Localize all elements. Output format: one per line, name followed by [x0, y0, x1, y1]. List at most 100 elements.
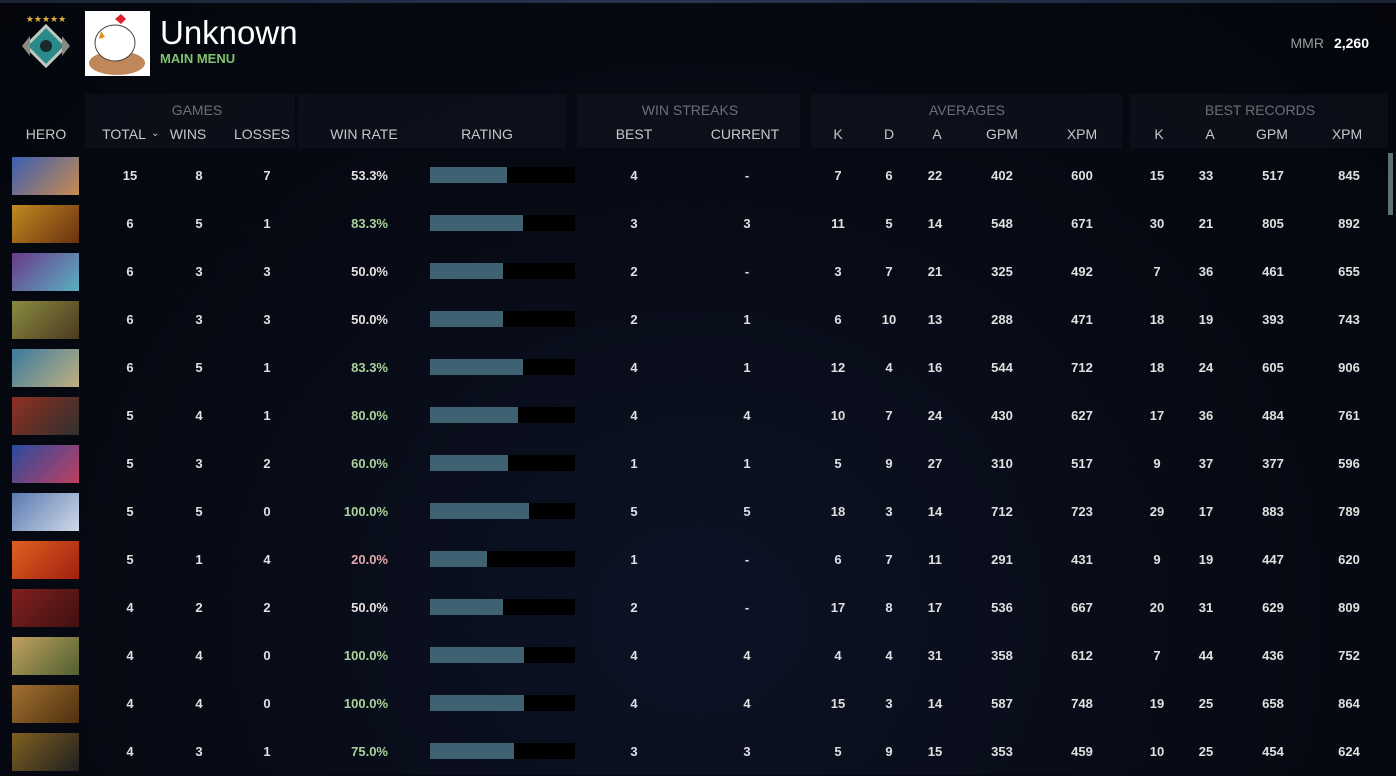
cell-a: 14 — [927, 504, 943, 519]
cell-total: 6 — [126, 360, 134, 375]
cell-gpm: 430 — [991, 408, 1013, 423]
hero-portrait[interactable] — [12, 637, 79, 675]
hero-portrait[interactable] — [12, 733, 79, 771]
chicken-avatar — [85, 11, 150, 76]
col-best-a[interactable]: A — [1205, 126, 1215, 142]
cell-bk: 17 — [1149, 408, 1165, 423]
col-avg-a[interactable]: A — [932, 126, 942, 142]
cell-ba: 36 — [1198, 264, 1214, 279]
col-avg-d[interactable]: D — [883, 126, 895, 142]
win-streaks-group-bg — [577, 94, 800, 148]
cell-bk: 20 — [1149, 600, 1165, 615]
rating-bar-fill — [430, 647, 525, 663]
cell-total: 4 — [126, 648, 134, 663]
hero-portrait[interactable] — [12, 589, 79, 627]
cell-a: 14 — [927, 216, 943, 231]
cell-win-rate: 60.0% — [351, 456, 388, 471]
cell-bgpm: 484 — [1262, 408, 1284, 423]
cell-ba: 31 — [1198, 600, 1214, 615]
cell-k: 12 — [830, 360, 846, 375]
scrollbar[interactable] — [1388, 153, 1393, 215]
col-total[interactable]: TOTAL — [102, 126, 146, 142]
cell-wins: 5 — [195, 504, 203, 519]
hero-portrait[interactable] — [12, 397, 79, 435]
cell-xpm: 600 — [1071, 168, 1093, 183]
cell-bk: 18 — [1149, 360, 1165, 375]
rating-bar — [430, 407, 575, 423]
cell-a: 16 — [927, 360, 943, 375]
cell-ba: 21 — [1198, 216, 1214, 231]
col-win-rate[interactable]: WIN RATE — [330, 126, 398, 142]
col-hero[interactable]: HERO — [25, 126, 67, 142]
table-row[interactable]: 4 2 2 2 - 17 8 17 536 667 20 31 629 809 50.0% — [0, 584, 1385, 632]
rating-bar — [430, 599, 575, 615]
cell-current: - — [744, 264, 750, 279]
hero-portrait[interactable] — [12, 349, 79, 387]
cell-bk: 18 — [1149, 312, 1165, 327]
cell-current: - — [744, 552, 750, 567]
group-win-streaks: WIN STREAKS — [641, 102, 739, 118]
cell-bgpm: 377 — [1262, 456, 1284, 471]
col-current-streak[interactable]: CURRENT — [710, 126, 780, 142]
col-best-streak[interactable]: BEST — [615, 126, 653, 142]
rating-bar — [430, 503, 575, 519]
cell-total: 4 — [126, 600, 134, 615]
rating-bar — [430, 455, 575, 471]
table-row[interactable]: 6 5 1 3 3 11 5 14 548 671 30 21 805 892 83.3% — [0, 200, 1385, 248]
cell-total: 6 — [126, 264, 134, 279]
table-row[interactable]: 15 8 7 4 - 7 6 22 402 600 15 33 517 845 53.3% — [0, 152, 1385, 200]
col-best-k[interactable]: K — [1154, 126, 1164, 142]
table-row[interactable]: 5 1 4 1 - 6 7 11 291 431 9 19 447 620 20.0% — [0, 536, 1385, 584]
col-avg-k[interactable]: K — [833, 126, 843, 142]
col-avg-gpm[interactable]: GPM — [986, 126, 1018, 142]
main-menu-link[interactable]: MAIN MENU — [160, 51, 236, 66]
col-losses[interactable]: LOSSES — [233, 126, 291, 142]
cell-d: 7 — [885, 552, 893, 567]
cell-total: 5 — [126, 504, 134, 519]
col-avg-xpm[interactable]: XPM — [1066, 126, 1098, 142]
cell-wins: 4 — [195, 648, 203, 663]
cell-bgpm: 461 — [1262, 264, 1284, 279]
col-rating[interactable]: RATING — [461, 126, 513, 142]
table-row[interactable]: 4 3 1 3 3 5 9 15 353 459 10 25 454 624 75.0% — [0, 728, 1385, 776]
rating-bar-fill — [430, 167, 507, 183]
hero-portrait[interactable] — [12, 493, 79, 531]
player-name: Unknown — [160, 14, 298, 51]
svg-text:★★★★★: ★★★★★ — [26, 14, 66, 24]
hero-portrait[interactable] — [12, 301, 79, 339]
cell-gpm: 310 — [991, 456, 1013, 471]
rating-bar-fill — [430, 311, 503, 327]
cell-bgpm: 393 — [1262, 312, 1284, 327]
hero-portrait[interactable] — [12, 205, 79, 243]
hero-portrait[interactable] — [12, 541, 79, 579]
hero-portrait[interactable] — [12, 685, 79, 723]
table-row[interactable]: 5 5 0 5 5 18 3 14 712 723 29 17 883 789 100.0% — [0, 488, 1385, 536]
hero-portrait[interactable] — [12, 157, 79, 195]
table-row[interactable]: 6 3 3 2 1 6 10 13 288 471 18 19 393 743 50.0% — [0, 296, 1385, 344]
cell-a: 17 — [927, 600, 943, 615]
table-row[interactable]: 4 4 0 4 4 15 3 14 587 748 19 25 658 864 100.0% — [0, 680, 1385, 728]
cell-total: 5 — [126, 408, 134, 423]
table-row[interactable]: 5 4 1 4 4 10 7 24 430 627 17 36 484 761 80.0% — [0, 392, 1385, 440]
cell-d: 3 — [885, 696, 893, 711]
table-row[interactable]: 4 4 0 4 4 4 4 31 358 612 7 44 436 752 100.0% — [0, 632, 1385, 680]
cell-gpm: 587 — [991, 696, 1013, 711]
cell-gpm: 548 — [991, 216, 1013, 231]
cell-bxpm: 892 — [1338, 216, 1360, 231]
col-best-xpm[interactable]: XPM — [1331, 126, 1363, 142]
hero-portrait[interactable] — [12, 253, 79, 291]
col-wins[interactable]: WINS — [169, 126, 207, 142]
col-best-gpm[interactable]: GPM — [1256, 126, 1288, 142]
hero-portrait[interactable] — [12, 445, 79, 483]
table-row[interactable]: 5 3 2 1 1 5 9 27 310 517 9 37 377 596 60.0% — [0, 440, 1385, 488]
table-row[interactable]: 6 3 3 2 - 3 7 21 325 492 7 36 461 655 50.0% — [0, 248, 1385, 296]
rating-bar — [430, 311, 575, 327]
cell-bxpm: 596 — [1338, 456, 1360, 471]
cell-xpm: 431 — [1071, 552, 1093, 567]
cell-losses: 2 — [263, 456, 271, 471]
cell-gpm: 358 — [991, 648, 1013, 663]
cell-best: 5 — [630, 504, 638, 519]
cell-win-rate: 100.0% — [343, 648, 388, 663]
cell-wins: 4 — [195, 408, 203, 423]
table-row[interactable]: 6 5 1 4 1 12 4 16 544 712 18 24 605 906 83.3% — [0, 344, 1385, 392]
